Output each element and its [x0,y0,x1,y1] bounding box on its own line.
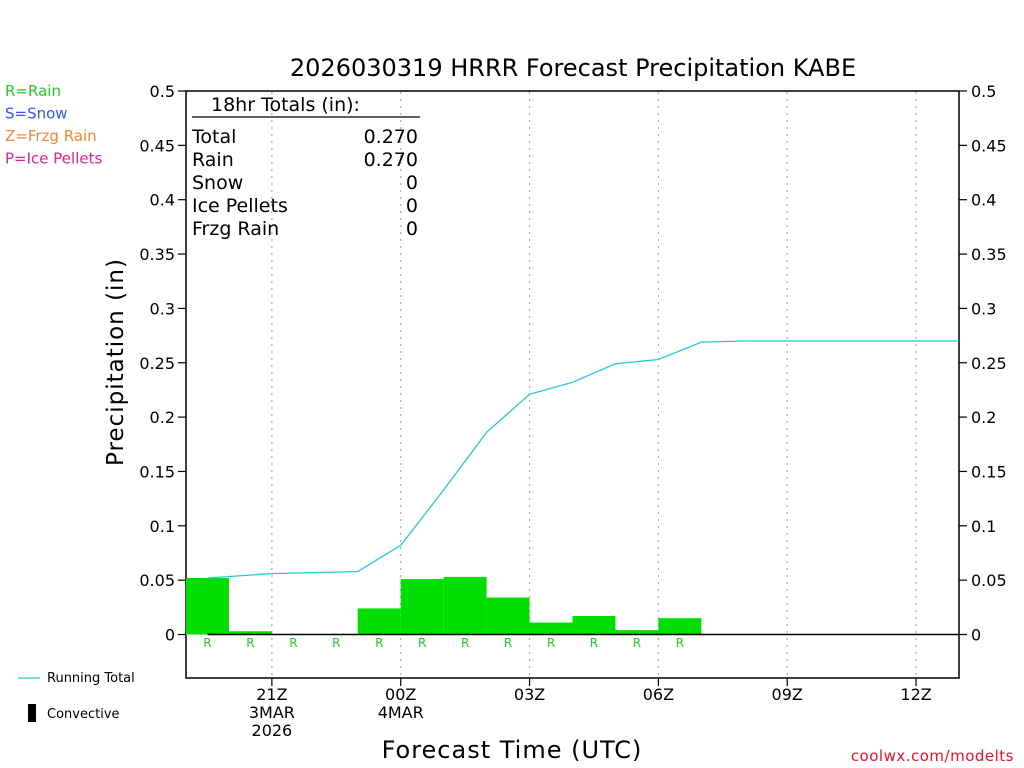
running-total-line [207,340,959,579]
legend: Running Total Convective [18,671,135,722]
ytick-left-label-4: 0.2 [150,408,175,427]
ptype-label-8: R [504,636,512,650]
ptype-key: R=Rain S=Snow Z=Frzg Rain P=Ice Pellets [5,82,102,168]
bar-hour-5 [357,608,401,635]
ytick-left-label-0: 0 [165,626,175,645]
legend-convective-label: Convective [47,707,120,722]
bar-hour-1 [186,577,229,635]
totals-value-4: 0 [406,218,418,240]
ptype-label-5: R [375,636,383,650]
bar-hour-10 [572,616,616,635]
ptype-label-2: R [246,636,254,650]
ytick-right-label-7: 0.35 [971,245,1007,264]
ytick-right-label-10: 0.5 [971,82,996,101]
totals-label-3: Ice Pellets [192,195,288,217]
ytick-right-label-6: 0.3 [971,299,996,318]
totals-label-4: Frzg Rain [192,218,279,240]
totals-label-0: Total [191,126,236,148]
ptype-label-6: R [418,636,426,650]
ytick-left-label-10: 0.5 [150,82,175,101]
plot-frame [185,90,960,679]
xtick-label-0-1: 3MAR [249,703,295,722]
x-axis-label: Forecast Time (UTC) [382,736,643,764]
bar-hour-12 [658,618,702,635]
vertical-gridlines [271,92,917,677]
ytick-left-label-2: 0.1 [150,517,175,536]
xtick-label-0-2: 2026 [252,721,293,740]
y-axis-label: Precipitation (in) [103,258,129,466]
totals-box: 18hr Totals (in): Total 0.270 Rain 0.270 Sno… [191,94,420,240]
ytick-left-label-1: 0.05 [139,571,175,590]
ptype-label-7: R [461,636,469,650]
credit-text: coolwx.com/modelts [851,747,1014,765]
ptype-label-4: R [332,636,340,650]
ytick-left-label-9: 0.45 [139,136,175,155]
y-axis-right: 0 0.05 0.1 0.15 0.2 0.25 0.3 0.35 0.4 0.45 0.5 [959,82,1007,645]
legend-convective-swatch [28,704,36,722]
bar-hour-7 [443,576,487,635]
legend-running-total-label: Running Total [47,671,135,686]
bar-hour-11 [615,630,659,635]
ytick-right-label-3: 0.15 [971,462,1007,481]
ytick-right-label-0: 0 [971,626,981,645]
xtick-label-4-0: 09Z [772,685,803,704]
totals-value-1: 0.270 [364,149,418,171]
ytick-left-label-5: 0.25 [139,354,175,373]
bar-hour-9 [529,622,573,635]
xtick-label-2-0: 03Z [514,685,545,704]
hourly-bars [186,576,702,635]
ytick-left-label-6: 0.3 [150,299,175,318]
ptype-label-11: R [633,636,641,650]
bar-hour-8 [486,597,530,635]
ptype-label-12: R [676,636,684,650]
ytick-right-label-5: 0.25 [971,354,1007,373]
totals-value-3: 0 [406,195,418,217]
bar-hour-2 [228,631,272,635]
ptype-label-3: R [289,636,297,650]
ytick-right-label-8: 0.4 [971,191,996,210]
chart-title: 2026030319 HRRR Forecast Precipitation K… [290,54,856,82]
totals-label-2: Snow [192,172,243,194]
ytick-right-label-4: 0.2 [971,408,996,427]
xtick-label-0-0: 21Z [256,685,287,704]
xtick-label-1-0: 00Z [385,685,416,704]
y-axis-left: 0 0.05 0.1 0.15 0.2 0.25 0.3 0.35 0.4 0.45 0.5 [139,82,186,645]
xtick-label-3-0: 06Z [643,685,674,704]
xtick-label-1-1: 4MAR [378,703,424,722]
totals-value-2: 0 [406,172,418,194]
totals-label-1: Rain [192,149,234,171]
running-total-polyline [207,340,959,579]
ytick-right-label-1: 0.05 [971,571,1007,590]
ytick-left-label-3: 0.15 [139,462,175,481]
ptype-label-1: R [203,636,211,650]
ptype-key-0: R=Rain [5,82,61,100]
ptype-key-3: P=Ice Pellets [5,150,102,168]
ptype-key-2: Z=Frzg Rain [5,127,97,145]
ptype-key-1: S=Snow [5,105,68,123]
totals-value-0: 0.270 [364,126,418,148]
ytick-right-label-9: 0.45 [971,136,1007,155]
ytick-right-label-2: 0.1 [971,517,996,536]
ytick-left-label-8: 0.4 [150,191,175,210]
totals-header: 18hr Totals (in): [211,94,360,116]
ytick-left-label-7: 0.35 [139,245,175,264]
ptype-label-9: R [547,636,555,650]
ptype-label-10: R [590,636,598,650]
bar-hour-6 [400,579,444,635]
xtick-label-5-0: 12Z [900,685,931,704]
